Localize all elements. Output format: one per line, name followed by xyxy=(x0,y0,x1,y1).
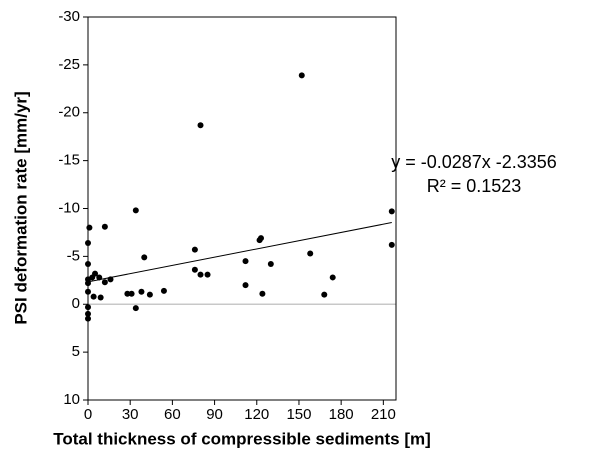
equation: y = -0.0287x -2.3356 xyxy=(391,152,557,172)
x-tick-label: 60 xyxy=(164,406,181,423)
x-tick-label: 150 xyxy=(286,406,311,423)
point xyxy=(191,246,198,253)
point xyxy=(86,224,93,231)
point xyxy=(321,291,328,298)
point xyxy=(307,250,314,257)
point xyxy=(242,282,249,289)
point xyxy=(197,122,204,129)
point xyxy=(132,305,139,312)
x-tick-label: 210 xyxy=(371,406,396,423)
point xyxy=(160,287,167,294)
point xyxy=(85,261,91,268)
point xyxy=(329,274,336,281)
point xyxy=(124,290,131,297)
point xyxy=(257,235,264,242)
y-tick-label: -30 xyxy=(58,8,80,25)
point xyxy=(90,293,97,300)
point xyxy=(298,72,305,79)
point xyxy=(101,279,108,286)
x-tick-label: 90 xyxy=(206,406,223,423)
point xyxy=(97,294,104,301)
x-tick-label: 120 xyxy=(244,406,269,423)
point xyxy=(388,241,395,248)
point xyxy=(85,288,91,295)
point xyxy=(242,258,249,265)
point xyxy=(132,207,139,214)
point xyxy=(141,254,148,261)
point xyxy=(85,315,91,322)
x-tick-label: 0 xyxy=(84,406,92,423)
point xyxy=(85,304,91,311)
point xyxy=(267,261,274,268)
point xyxy=(388,208,395,215)
point xyxy=(107,276,114,283)
y-tick-label: -5 xyxy=(67,247,80,264)
point xyxy=(138,288,145,295)
y-tick-label: -10 xyxy=(58,199,80,216)
y-tick-label: -15 xyxy=(58,152,80,169)
x-tick-label: 30 xyxy=(122,406,139,423)
point xyxy=(85,239,91,246)
y-axis-title: PSI deformation rate [mm/yr] xyxy=(11,91,30,324)
point xyxy=(191,266,198,273)
trend-line xyxy=(87,222,392,283)
y-tick-label: -25 xyxy=(58,56,80,73)
point xyxy=(92,270,99,277)
point xyxy=(197,271,204,278)
y-tick-label: 5 xyxy=(72,343,80,360)
r-squared: R² = 0.1523 xyxy=(427,176,522,196)
point xyxy=(128,290,135,297)
y-tick-label: 0 xyxy=(72,295,80,312)
point xyxy=(96,274,103,281)
y-tick-label: -20 xyxy=(58,104,80,121)
point xyxy=(85,280,91,287)
x-tick-label: 180 xyxy=(329,406,354,423)
point xyxy=(204,271,211,278)
x-axis-title: Total thickness of compressible sediment… xyxy=(53,429,431,448)
point xyxy=(259,290,266,297)
y-tick-label: 10 xyxy=(63,391,80,408)
point xyxy=(101,223,108,230)
point xyxy=(146,291,153,298)
point xyxy=(85,310,91,317)
